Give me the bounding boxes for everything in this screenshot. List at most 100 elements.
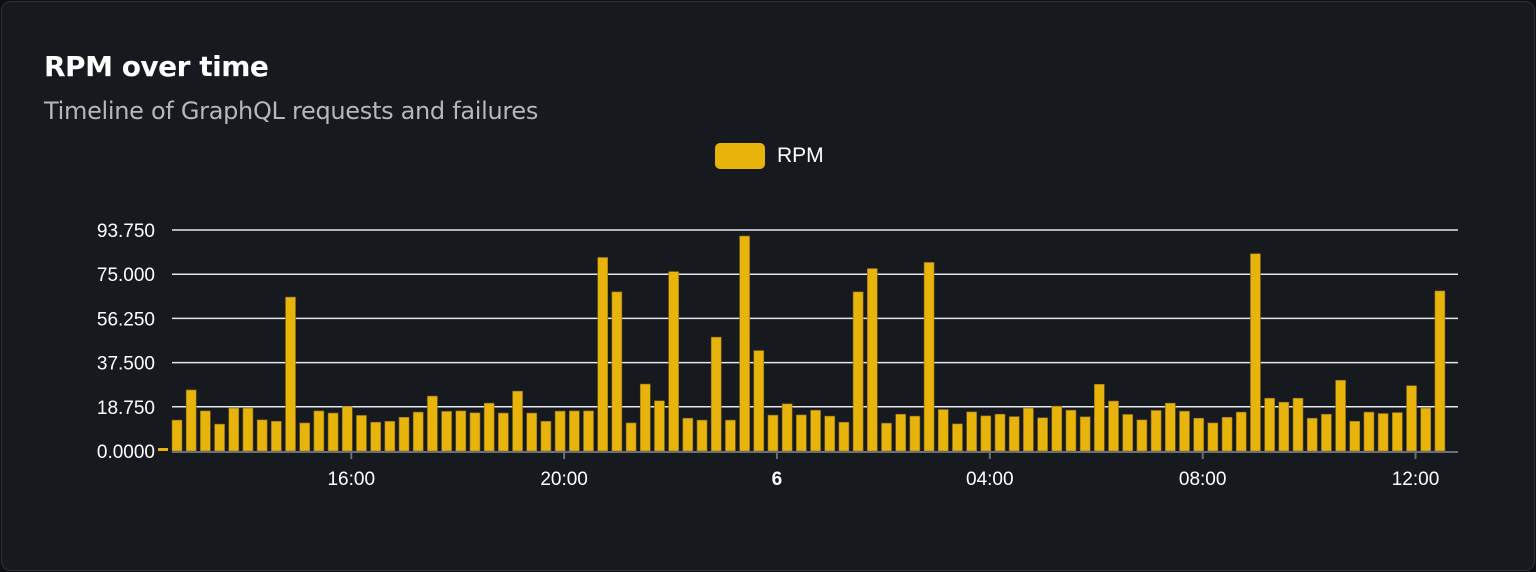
bar-rpm — [398, 416, 410, 452]
bar-rpm — [1363, 411, 1375, 452]
bar-rpm — [313, 410, 325, 452]
y-tick-label: 93.750 — [97, 221, 155, 242]
bar-rpm — [682, 417, 694, 452]
bar-rpm — [171, 419, 183, 452]
bar-rpm — [725, 419, 736, 452]
bar-rpm — [895, 413, 906, 452]
bar-rpm — [1023, 407, 1034, 452]
bar-rpm — [1065, 409, 1077, 452]
x-tick-label: 08:00 — [1179, 469, 1227, 490]
bar-rpm — [200, 410, 211, 452]
bar-rpm — [1094, 383, 1105, 452]
bar-rpm — [1250, 253, 1261, 452]
legend-item-rpm[interactable]: RPM — [715, 143, 824, 169]
bar-rpm — [909, 415, 921, 452]
bar-rpm — [1051, 405, 1063, 452]
y-tick-label: 37.500 — [97, 354, 155, 375]
bar-rpm — [185, 389, 197, 452]
bar-rpm — [1420, 407, 1432, 452]
chart-title: RPM over time — [44, 50, 269, 83]
bar-rpm — [441, 411, 452, 452]
bar-rpm — [483, 402, 495, 452]
bar-rpm — [1278, 401, 1290, 452]
bar-rpm — [867, 268, 878, 452]
bar-rpm — [1221, 416, 1233, 452]
bar-rpm — [285, 296, 296, 452]
bar-rpm — [710, 336, 722, 452]
bar-rpm — [994, 413, 1006, 452]
bar-rpm — [469, 412, 481, 452]
y-tick-label: 18.750 — [97, 398, 155, 419]
bar-rpm — [625, 422, 637, 452]
bar-rpm — [1150, 410, 1162, 452]
bar-rpm — [1122, 414, 1134, 452]
bar-rpm — [824, 415, 836, 452]
bar-rpm — [327, 412, 339, 452]
bar-rpm — [838, 421, 850, 452]
bar-rpm — [796, 414, 807, 452]
x-tick-label: 6 — [772, 469, 783, 490]
bar-rpm — [1392, 412, 1403, 452]
y-tick-label: 75.000 — [97, 265, 155, 286]
bar-rpm — [569, 410, 580, 452]
bar-rpm — [1179, 410, 1190, 452]
bar-rpm — [654, 400, 665, 452]
bar-rpm — [1136, 419, 1148, 452]
bar-rpm — [668, 271, 679, 452]
bar-rpm — [966, 411, 977, 452]
bar-rpm — [597, 257, 609, 452]
bar-rpm — [228, 407, 240, 452]
y-tick-label: 56.250 — [97, 309, 155, 330]
bar-rpm — [271, 420, 282, 452]
bar-rpm — [1207, 422, 1219, 452]
bar-rpm — [1377, 413, 1389, 452]
bar-rpm — [1108, 400, 1119, 452]
bar-rpm — [1335, 379, 1346, 452]
bar-rpm — [1008, 416, 1020, 452]
bar-rpm — [214, 423, 225, 452]
bar-rpm — [498, 412, 509, 452]
bar-rpm — [1292, 397, 1304, 452]
bar-rpm — [1306, 417, 1318, 452]
bar-rpm — [739, 235, 750, 452]
bar-rpm — [937, 409, 949, 452]
bar-rpm — [1264, 397, 1275, 452]
bar-rpm — [455, 410, 467, 452]
bar-rpm — [923, 262, 935, 452]
bar-rpm — [753, 350, 765, 452]
bar-rpm — [781, 403, 793, 452]
bar-rpm — [767, 414, 779, 452]
bar-rpm — [412, 411, 424, 452]
bar-rpm — [1037, 417, 1048, 452]
bar-rpm — [696, 419, 708, 452]
bar-rpm — [370, 421, 381, 452]
x-tick-label: 04:00 — [966, 469, 1014, 490]
bar-rpm — [611, 291, 623, 452]
legend-label: RPM — [777, 144, 824, 167]
bar-rpm — [881, 422, 892, 452]
bar-rpm — [1193, 417, 1204, 452]
bar-rpm — [256, 419, 268, 452]
bar-rpm — [540, 420, 552, 452]
bar-rpm — [554, 410, 566, 452]
bar-rpm — [427, 395, 438, 452]
bar-rpm — [852, 291, 864, 452]
bar-rpm — [356, 415, 367, 452]
y-tick-label: 0.0000 — [97, 442, 155, 463]
bar-rpm — [1079, 416, 1091, 452]
bar-rpm — [512, 390, 523, 452]
chart-subtitle: Timeline of GraphQL requests and failure… — [44, 97, 539, 125]
bar-rpm — [952, 423, 963, 452]
x-tick-label: 16:00 — [327, 469, 375, 490]
bar-rpm — [1235, 411, 1247, 452]
x-tick-label: 12:00 — [1392, 469, 1440, 490]
x-tick-label: 20:00 — [540, 469, 588, 490]
bar-rpm — [810, 409, 821, 452]
bar-rpm — [1406, 385, 1417, 452]
bar-rpm — [242, 407, 254, 452]
bar-rpm — [583, 410, 594, 452]
bar-rpm — [1349, 420, 1361, 452]
bar-rpm — [341, 406, 353, 452]
